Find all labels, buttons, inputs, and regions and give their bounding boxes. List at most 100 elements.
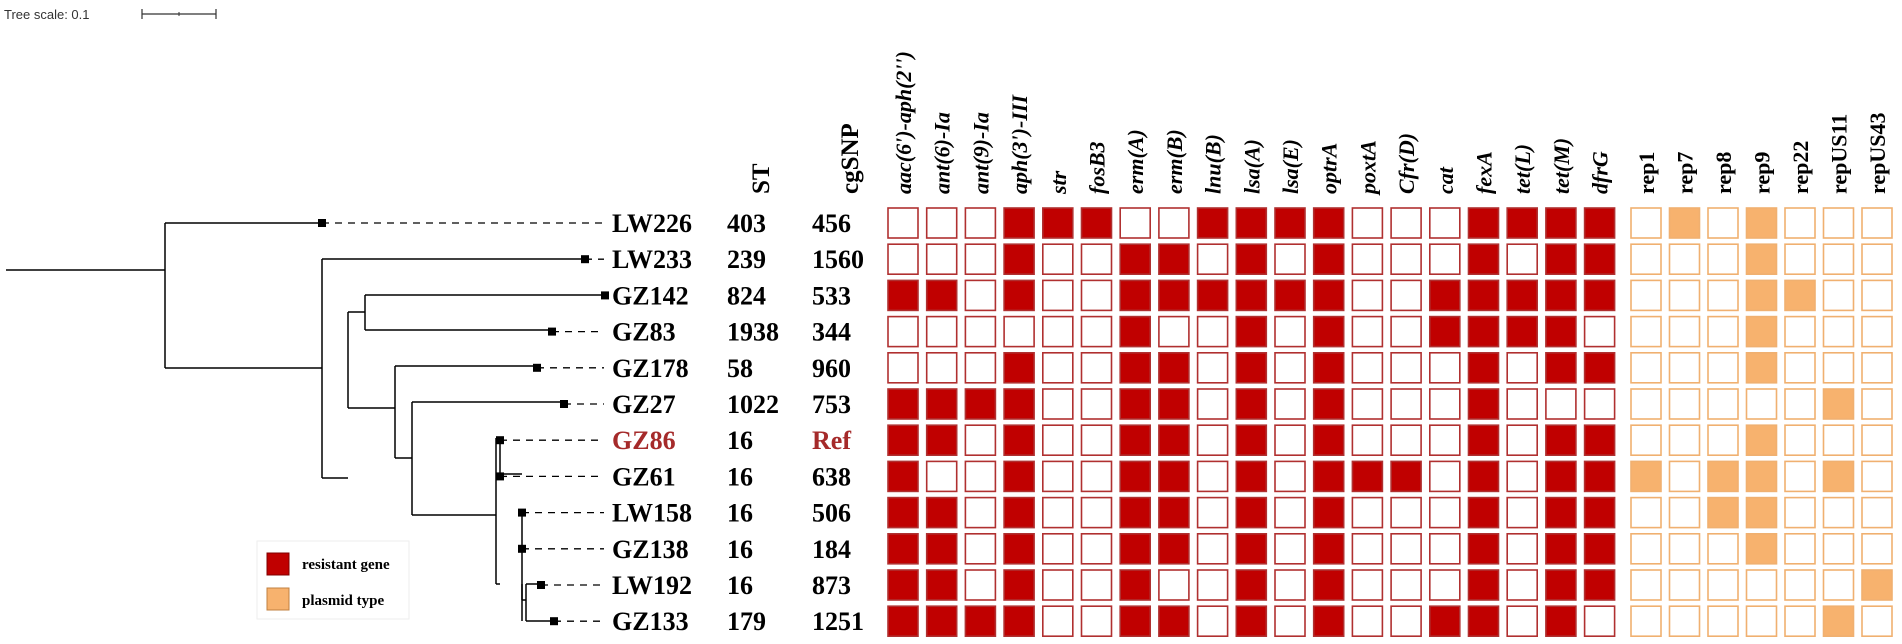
gene-cell-present [1467,207,1500,239]
gene-cell-present [1158,424,1190,457]
plasmid-cell-present [1822,388,1855,420]
plasmid-cell-present [1745,460,1778,493]
gene-cell-present [1119,569,1151,601]
gene-cell-present [1196,207,1229,239]
gene-cell-absent [1080,460,1113,493]
plasmid-cell-absent [1861,605,1893,638]
gene-cell-absent [1196,315,1229,348]
gene-cell-absent [1506,496,1538,529]
gene-cell-present [1119,424,1151,457]
cgsnp-value: 1251 [812,607,864,636]
gene-cell-present [1467,388,1500,420]
st-header: ST [748,163,775,194]
gene-cell-absent [1390,279,1422,312]
plasmid-header: rep9 [1750,152,1775,194]
gene-cell-present [1003,243,1035,275]
gene-cell-absent [1119,207,1151,239]
plasmid-header: repUS11 [1827,114,1852,194]
gene-cell-absent [1351,496,1384,529]
gene-cell-absent [1583,605,1616,638]
gene-cell-absent [1196,569,1229,601]
gene-header: tet(L) [1510,144,1535,194]
plasmid-cell-absent [1822,532,1855,565]
leaf-node-marker [533,363,541,372]
plasmid-cell-present [1784,279,1816,312]
leaf-node-marker [581,255,589,264]
gene-cell-absent [1351,207,1384,239]
gene-cell-present [1312,351,1345,384]
gene-cell-absent [925,315,958,348]
plasmid-cell-absent [1861,351,1893,384]
gene-cell-absent [1351,388,1384,420]
gene-cell-absent [1042,315,1074,348]
plasmid-header: repUS43 [1865,113,1890,195]
gene-cell-absent [1351,279,1384,312]
gene-cell-absent [1506,388,1538,420]
gene-header: cat [1433,166,1458,194]
gene-cell-present [925,388,958,420]
gene-cell-present [1467,424,1500,457]
gene-cell-absent [1506,351,1538,384]
gene-header: ant(6)-Ia [930,112,955,194]
tree-scale: Tree scale: 0.1 [4,7,217,22]
strain-label: GZ83 [612,318,676,347]
plasmid-cell-absent [1707,388,1739,420]
gene-cell-present [1158,496,1190,529]
gene-cell-present [1235,207,1268,239]
gene-cell-absent [1042,532,1074,565]
plasmid-cell-present [1745,496,1778,529]
cgsnp-value: 506 [812,499,851,528]
plasmid-cell-present [1745,532,1778,565]
gene-cell-present [1467,243,1500,275]
plasmid-cell-absent [1707,532,1739,565]
gene-cell-absent [1429,243,1461,275]
gene-cell-absent [1274,351,1306,384]
strain-label: LW158 [612,499,692,528]
plasmid-cell-absent [1861,460,1893,493]
gene-cell-absent [964,532,997,565]
plasmid-type-matrix [1630,207,1893,638]
gene-cell-present [887,569,919,601]
plasmid-cell-absent [1630,569,1662,601]
plasmid-cell-absent [1707,605,1739,638]
plasmid-cell-absent [1668,315,1701,348]
plasmid-cell-present [1745,243,1778,275]
gene-cell-absent [1196,388,1229,420]
gene-cell-present [1235,315,1268,348]
leaf-node-marker [318,219,326,227]
gene-cell-absent [1506,605,1538,638]
gene-cell-present [1312,388,1345,420]
plasmid-cell-absent [1822,279,1855,312]
gene-cell-absent [1196,496,1229,529]
gene-cell-present [1583,460,1616,493]
tree-leaves: LW226 LW233 GZ142 GZ83 GZ178 GZ27 GZ86 GZ61 LW15… [318,209,692,636]
gene-cell-absent [1080,424,1113,457]
plasmid-cell-absent [1668,605,1701,638]
plasmid-cell-absent [1822,424,1855,457]
gene-cell-absent [1351,243,1384,275]
plasmid-cell-absent [1745,388,1778,420]
gene-cell-present [925,496,958,529]
gene-cell-present [1467,279,1500,312]
cgsnp-value: 456 [812,209,851,238]
plasmid-cell-absent [1784,569,1816,601]
legend-label-plasmid-type: plasmid type [302,593,384,609]
cgsnp-value: 533 [812,281,851,310]
gene-cell-present [1467,569,1500,601]
gene-cell-present [1429,605,1461,638]
gene-cell-absent [1583,388,1616,420]
gene-cell-present [1003,569,1035,601]
gene-cell-absent [1506,243,1538,275]
plasmid-cell-absent [1668,243,1701,275]
gene-header: tet(M) [1549,138,1574,194]
plasmid-cell-absent [1745,569,1778,601]
gene-cell-absent [887,351,919,384]
plasmid-cell-absent [1707,279,1739,312]
gene-cell-present [1312,424,1345,457]
gene-cell-present [925,532,958,565]
gene-cell-present [1506,315,1538,348]
gene-cell-present [1119,605,1151,638]
gene-cell-absent [1274,388,1306,420]
plasmid-cell-present [1707,460,1739,493]
